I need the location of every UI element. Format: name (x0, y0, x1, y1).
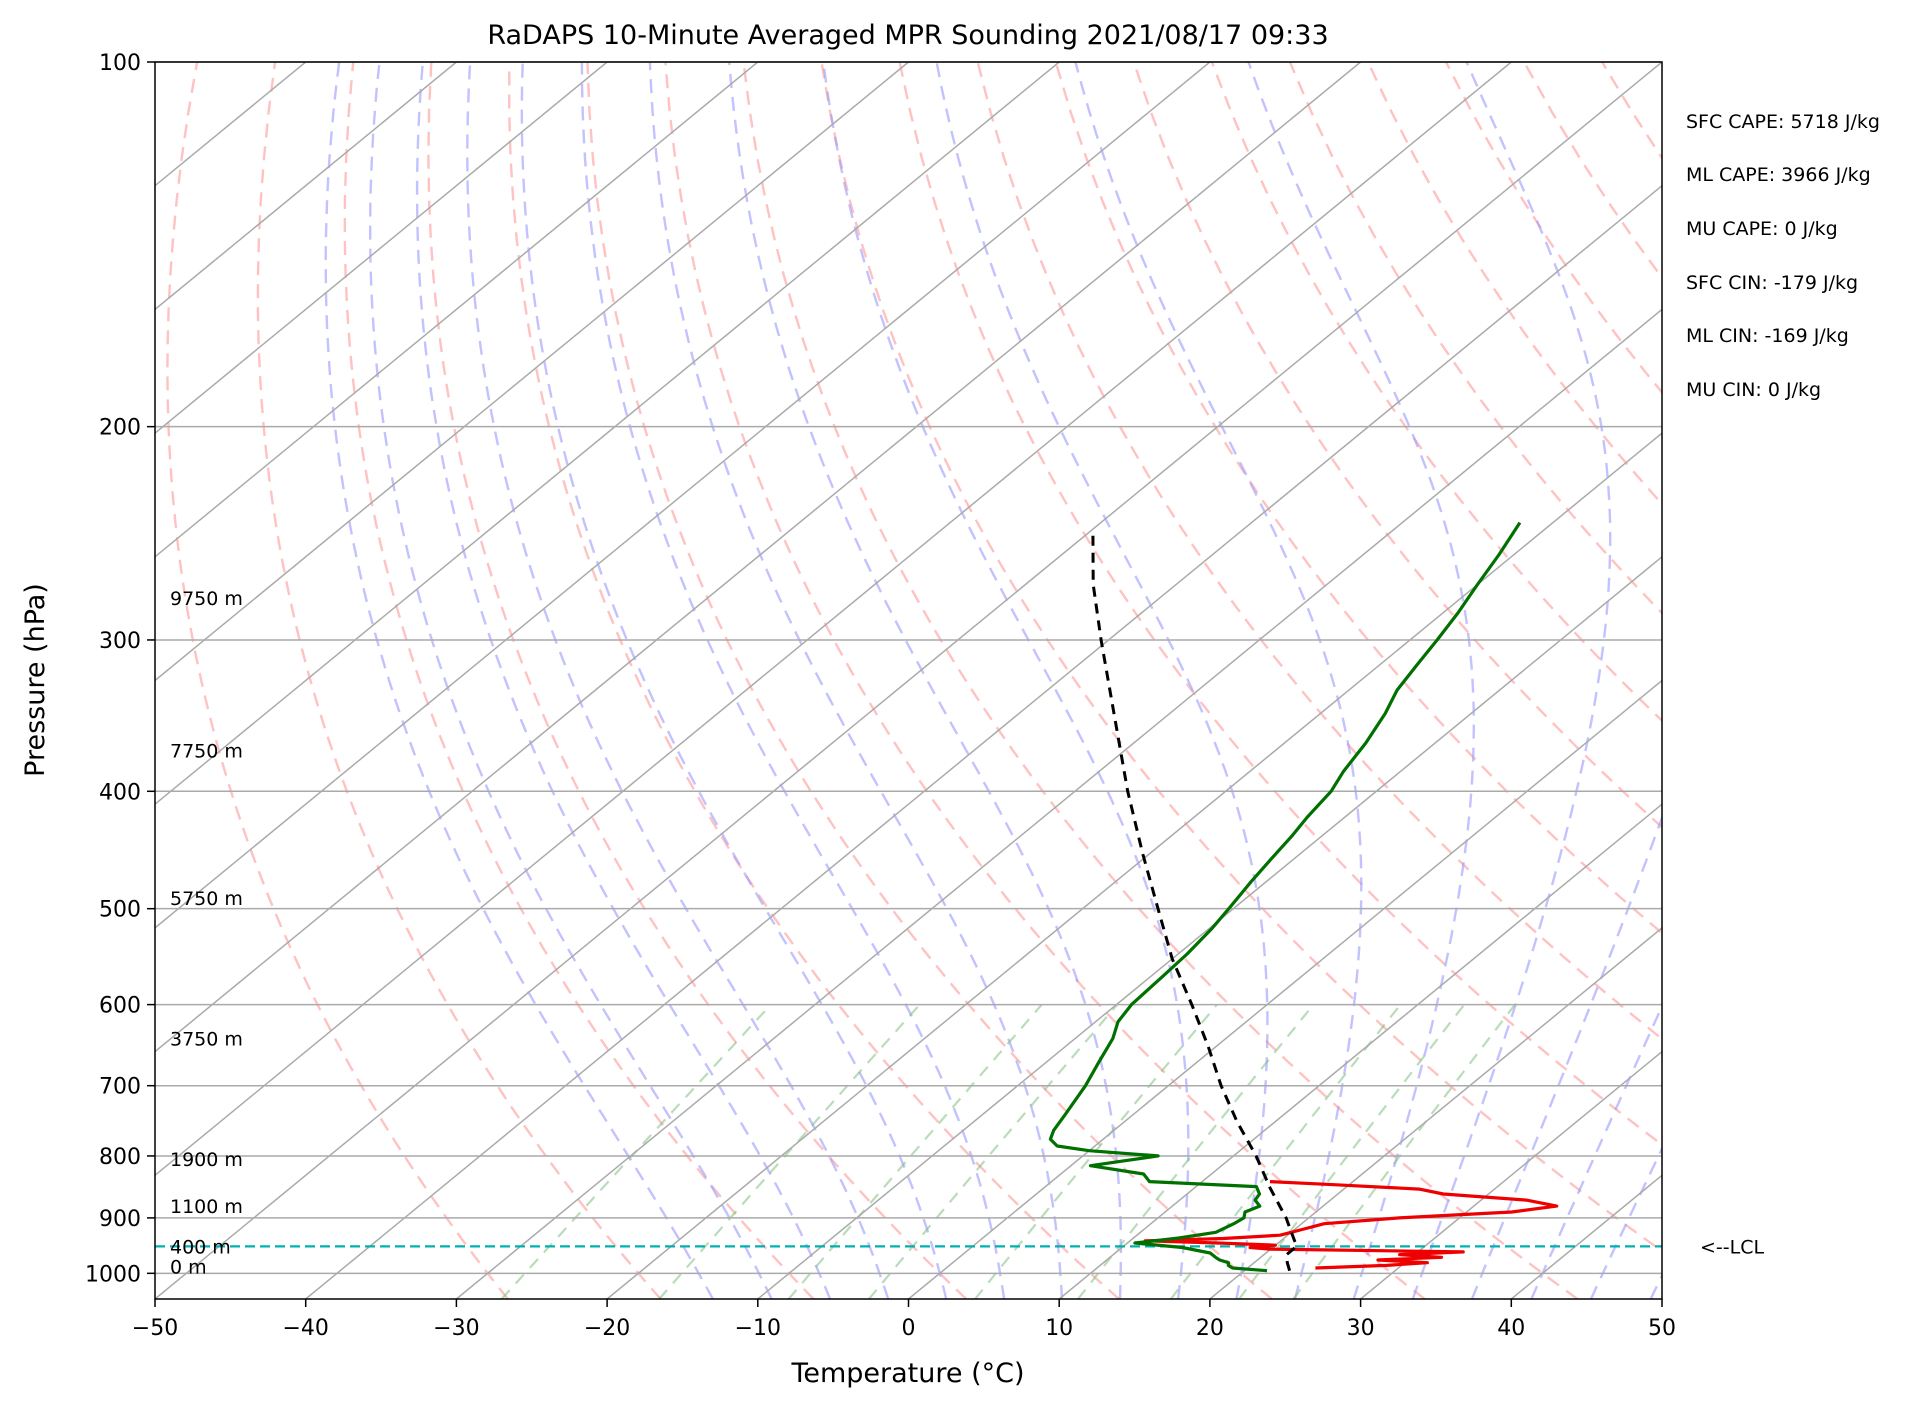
height-label-7: 9750 m (170, 588, 243, 610)
isotherm-line (1360, 1050, 1662, 1299)
height-label-5: 5750 m (170, 888, 243, 910)
x-tick-label: −30 (433, 1316, 479, 1341)
moist-adiabat-line (415, 62, 832, 1299)
moist-adiabat-line (466, 62, 890, 1299)
moist-adiabat-line (520, 62, 948, 1299)
mixing-ratio-line (1170, 1003, 1402, 1299)
isotherm-line (155, 62, 909, 682)
y-tick-label: 1000 (85, 1262, 141, 1287)
isotherm-line (155, 62, 759, 558)
mixing-ratio-line (1238, 1003, 1466, 1299)
moist-adiabat-line (580, 62, 1006, 1299)
y-axis-ticks: 100 200 300 400 500 600 700 800 900 1000 (85, 51, 155, 1287)
y-tick-label: 800 (99, 1145, 141, 1170)
isotherm-line (606, 432, 1662, 1299)
y-tick-label: 100 (99, 51, 141, 76)
sfc-cape-text: SFC CAPE: 5718 J/kg (1686, 111, 1880, 133)
isotherm-line (1058, 803, 1662, 1299)
y-tick-label: 700 (99, 1075, 141, 1100)
sfc-cin-text: SFC CIN: -179 J/kg (1686, 272, 1858, 294)
y-tick-label: 900 (99, 1207, 141, 1232)
sounding-series (1048, 521, 1559, 1273)
isotherm-line (908, 679, 1662, 1299)
moist-adiabat-line (935, 62, 1269, 1299)
y-tick-label: 200 (99, 416, 141, 441)
x-axis-label: Temperature (°C) (790, 1358, 1024, 1389)
dry-adiabat-line (664, 62, 1426, 1299)
height-label-1: 400 m (170, 1236, 231, 1258)
isotherm-line (455, 308, 1662, 1299)
height-label-6: 7750 m (170, 740, 243, 762)
moist-adiabat-line (369, 62, 773, 1299)
ml-cape-text: ML CAPE: 3966 J/kg (1686, 164, 1871, 186)
dry-adiabat-line (1132, 62, 1662, 829)
moist-adiabat-line (1411, 62, 1612, 1299)
height-label-2: 1100 m (170, 1196, 243, 1218)
mixing-ratio-line (787, 1003, 1043, 1299)
isotherm-line (155, 62, 457, 311)
y-axis-label: Pressure (hPa) (20, 583, 51, 777)
x-tick-label: 30 (1347, 1316, 1375, 1341)
series-line-2 (1091, 529, 1299, 1272)
mu-cape-text: MU CAPE: 0 J/kg (1686, 218, 1838, 240)
x-tick-label: 40 (1497, 1316, 1525, 1341)
x-tick-label: −40 (282, 1316, 328, 1341)
isotherm-line (155, 62, 1662, 1299)
x-tick-label: 20 (1196, 1316, 1224, 1341)
isotherm-line (1209, 926, 1662, 1299)
y-tick-label: 600 (99, 994, 141, 1019)
moist-adiabat-line (1074, 62, 1363, 1299)
dry-adiabat-line (256, 62, 662, 1299)
moist-adiabat-line (728, 62, 1123, 1299)
isotherm-line (305, 184, 1662, 1299)
moist-adiabat-line (1589, 1145, 1662, 1299)
x-axis-ticks: −50 −40 −30 −20 −10 0 10 20 30 40 50 (132, 1299, 1676, 1341)
moist-adiabat-line (648, 62, 1064, 1299)
dry-adiabat-line (586, 62, 1273, 1299)
isotherm-line (155, 62, 1060, 806)
ml-cin-text: ML CIN: -169 J/kg (1686, 325, 1849, 347)
isotherm-line (155, 62, 1211, 929)
x-tick-label: 0 (902, 1316, 916, 1341)
x-tick-label: −10 (735, 1316, 781, 1341)
series-line-1 (1048, 521, 1522, 1273)
isotherm-line (155, 62, 608, 435)
height-label-4: 3750 m (170, 1029, 243, 1051)
mixing-ratio-line (500, 1003, 772, 1299)
x-tick-label: 10 (1045, 1316, 1073, 1341)
y-tick-label: 300 (99, 629, 141, 654)
isotherm-line (155, 62, 1362, 1053)
moist-adiabat-line (1530, 1003, 1662, 1299)
mixing-ratio-line (658, 1003, 921, 1299)
dry-adiabat-line (820, 62, 1662, 1253)
series-line-0 (1143, 1180, 1559, 1270)
height-label-0: 0 m (170, 1256, 207, 1278)
x-tick-label: −50 (132, 1316, 178, 1341)
dry-adiabat-line (898, 62, 1662, 1147)
y-tick-label: 500 (99, 898, 141, 923)
dry-adiabat-line (507, 62, 1120, 1299)
mixing-ratio-line (974, 1003, 1218, 1299)
dry-adiabat-line (1288, 62, 1662, 615)
lcl-label: <--LCL (1700, 1236, 1764, 1258)
isotherm-line (757, 555, 1662, 1299)
mixing-ratio-line (1077, 1003, 1315, 1299)
stability-indices: SFC CAPE: 5718 J/kg ML CAPE: 3966 J/kg M… (1686, 111, 1880, 401)
x-tick-label: 50 (1648, 1316, 1676, 1341)
mixing-ratio-line (1292, 1003, 1516, 1299)
dry-adiabat-line (1054, 62, 1662, 935)
chart-title: RaDAPS 10-Minute Averaged MPR Sounding 2… (487, 20, 1328, 51)
mu-cin-text: MU CIN: 0 J/kg (1686, 379, 1821, 401)
moist-adiabat-line (324, 62, 714, 1299)
x-tick-label: −20 (584, 1316, 630, 1341)
isotherm-line (155, 62, 1512, 1177)
y-tick-label: 400 (99, 780, 141, 805)
mixing-ratio-line (868, 1003, 1119, 1299)
dry-adiabat-line (166, 62, 509, 1299)
height-label-3: 1900 m (170, 1149, 243, 1171)
moist-adiabat-line (1247, 62, 1475, 1299)
